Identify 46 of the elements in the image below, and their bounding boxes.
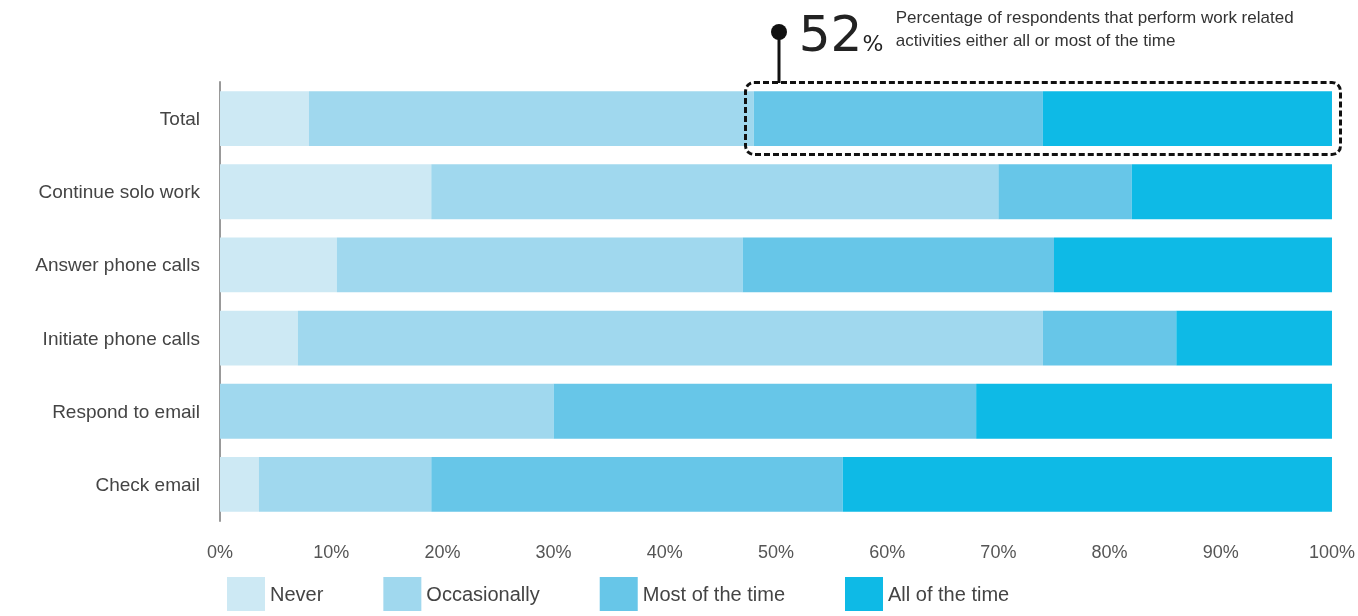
- bar: [297, 310, 1043, 366]
- x-tick-label: 80%: [1091, 542, 1128, 562]
- bar: [220, 310, 298, 366]
- legend-label: Never: [270, 583, 324, 605]
- legend-label: Most of the time: [642, 583, 786, 605]
- y-tick-label: Answer phone calls: [35, 254, 200, 276]
- bar: [1042, 310, 1177, 366]
- bar: [431, 164, 999, 220]
- bar: [742, 237, 1054, 293]
- bar: [220, 383, 554, 439]
- bar: [976, 383, 1332, 439]
- x-tick-label: 90%: [1202, 542, 1239, 562]
- y-tick-label: Total: [159, 108, 200, 130]
- bar: [842, 456, 1332, 512]
- x-tick-label: 20%: [424, 542, 461, 562]
- x-tick-label: 50%: [757, 542, 795, 562]
- x-tick-label: 60%: [869, 542, 906, 562]
- bar: [553, 383, 977, 439]
- x-tick-label: 100%: [1308, 542, 1355, 562]
- bar: [308, 91, 754, 147]
- bar: [220, 237, 337, 293]
- bar: [258, 456, 432, 512]
- bar: [220, 164, 432, 220]
- y-tick-label: Continue solo work: [38, 181, 201, 203]
- x-tick-label: 0%: [206, 542, 234, 562]
- bar: [1176, 310, 1332, 366]
- bar: [1131, 164, 1332, 220]
- x-tick-label: 10%: [313, 542, 350, 562]
- bar: [1042, 91, 1332, 147]
- legend-label: Occasionally: [426, 583, 540, 605]
- y-tick-label: Check email: [95, 473, 200, 495]
- x-tick-label: 40%: [646, 542, 683, 562]
- bar: [220, 91, 309, 147]
- bar: [220, 456, 259, 512]
- bar: [753, 91, 1043, 147]
- y-tick-label: Respond to email: [52, 400, 200, 422]
- x-tick-label: 30%: [535, 542, 572, 562]
- bar: [1053, 237, 1332, 293]
- bar: [998, 164, 1132, 220]
- bar: [336, 237, 743, 293]
- x-tick-label: 70%: [980, 542, 1017, 562]
- text: 52%: [798, 5, 884, 65]
- legend-label: All of the time: [888, 583, 1010, 605]
- bar: [431, 456, 843, 512]
- y-tick-label: Initiate phone calls: [42, 327, 200, 349]
- text: Percentage of respondents that perform work related activities either all or most of the time: [895, 7, 1295, 52]
